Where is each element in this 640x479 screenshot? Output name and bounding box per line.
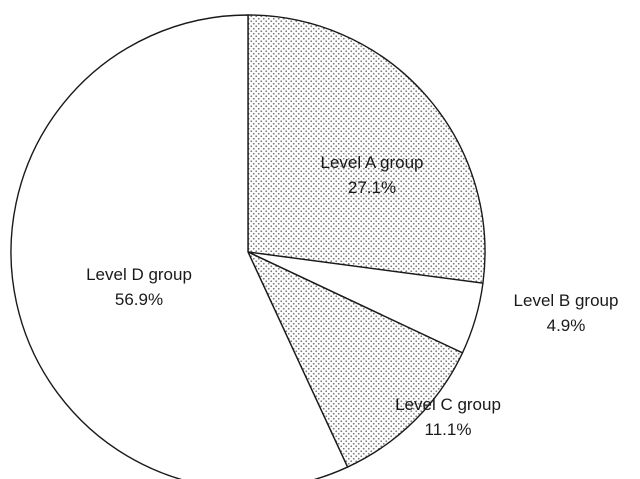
pie-slice-level-a-group	[247, 14, 486, 284]
slice-value-level-b-group: 4.9%	[547, 316, 586, 335]
slice-label-level-d-group: Level D group	[86, 265, 192, 284]
slice-value-level-d-group: 56.9%	[115, 290, 163, 309]
pie-slice-level-d-group	[10, 14, 349, 479]
slice-value-level-c-group: 11.1%	[425, 420, 472, 439]
pie-labels: Level A group 27.1% Level B group 4.9% Level…	[86, 153, 618, 439]
slice-value-level-a-group: 27.1%	[348, 178, 396, 197]
pie-slice-level-c-group	[247, 251, 464, 468]
slice-label-level-b-group: Level B group	[514, 291, 619, 310]
slice-label-level-c-group: Level C group	[395, 395, 501, 414]
slice-label-level-a-group: Level A group	[320, 153, 423, 172]
pie-slices	[10, 14, 486, 479]
